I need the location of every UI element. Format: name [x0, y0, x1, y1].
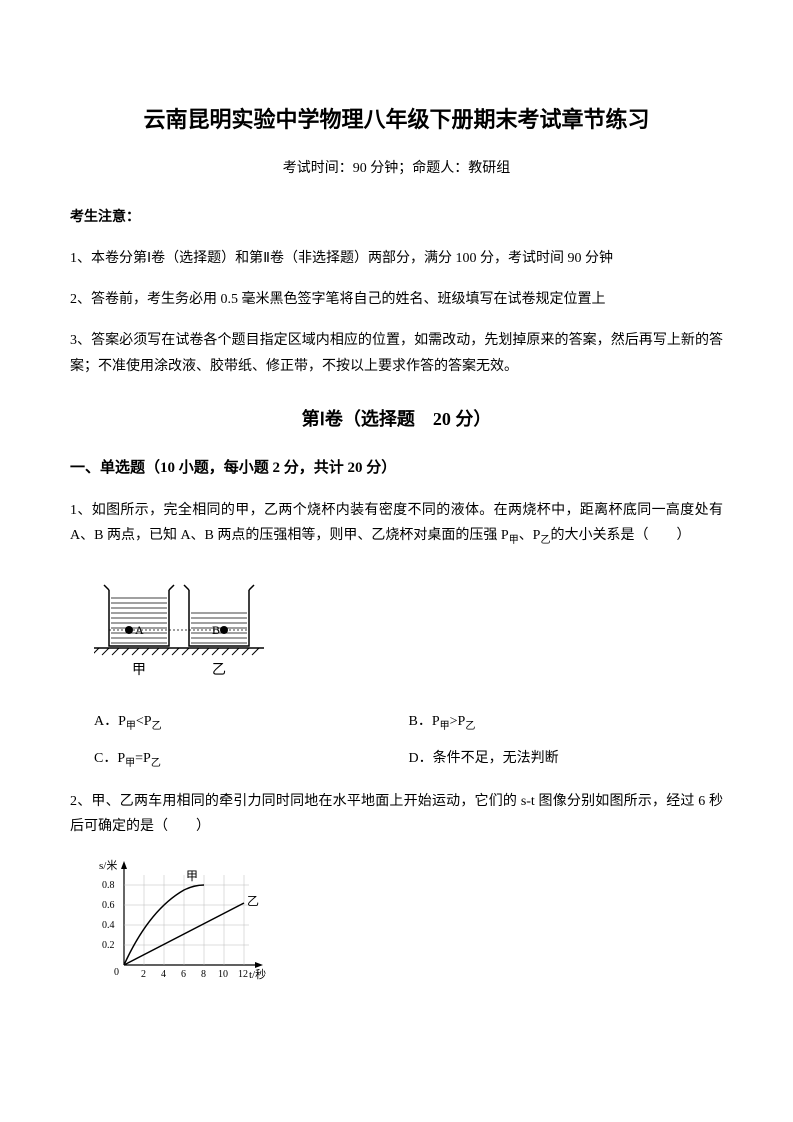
- svg-text:12: 12: [238, 969, 248, 980]
- svg-text:6: 6: [181, 969, 186, 980]
- notice-heading: 考生注意：: [70, 205, 723, 230]
- q1-text: 、P: [519, 528, 541, 543]
- q1-option-b: B．P甲>P乙: [409, 709, 724, 736]
- subsection-heading: 一、单选题（10 小题，每小题 2 分，共计 20 分）: [70, 455, 723, 482]
- question-1: 1、如图所示，完全相同的甲，乙两个烧杯内装有密度不同的液体。在两烧杯中，距离杯底…: [70, 498, 723, 550]
- q1-option-c: C．P甲=P乙: [94, 746, 409, 773]
- notice-item: 3、答案必须写在试卷各个题目指定区域内相应的位置，如需改动，先划掉原来的答案，然…: [70, 328, 723, 378]
- notice-item: 2、答卷前，考生务必用 0.5 毫米黑色签字笔将自己的姓名、班级填写在试卷规定位…: [70, 287, 723, 312]
- svg-text:0.2: 0.2: [102, 940, 115, 951]
- svg-text:0.6: 0.6: [102, 900, 115, 911]
- svg-text:0: 0: [114, 967, 119, 978]
- svg-text:s/米: s/米: [99, 859, 117, 872]
- svg-text:8: 8: [201, 969, 206, 980]
- svg-text:0.8: 0.8: [102, 880, 115, 891]
- notice-item: 1、本卷分第Ⅰ卷（选择题）和第Ⅱ卷（非选择题）两部分，满分 100 分，考试时间…: [70, 246, 723, 271]
- svg-text:甲: 甲: [186, 869, 198, 883]
- svg-text:10: 10: [218, 969, 228, 980]
- beaker-label-right: 乙: [212, 662, 226, 678]
- q1-option-a: A．P甲<P乙: [94, 709, 409, 736]
- svg-text:4: 4: [161, 969, 166, 980]
- q1-text: 的大小关系是（ ）: [550, 528, 690, 543]
- q1-sub: 乙: [540, 535, 550, 546]
- svg-text:t/秒: t/秒: [249, 967, 266, 981]
- q1-sub: 甲: [509, 535, 519, 546]
- question-2: 2、甲、乙两车用相同的牵引力同时同地在水平地面上开始运动，它们的 s-t 图像分…: [70, 789, 723, 839]
- figure-beakers: A B 甲 乙: [94, 570, 723, 689]
- svg-text:0.4: 0.4: [102, 920, 115, 931]
- figure-graph: s/米 t/秒 甲 乙 0.8 0.6 0.4 0.2 0 2 4 6 8 10…: [94, 855, 723, 994]
- q1-option-d: D．条件不足，无法判断: [409, 746, 724, 773]
- svg-text:乙: 乙: [247, 894, 259, 908]
- svg-text:2: 2: [141, 969, 146, 980]
- beaker-label-left: 甲: [132, 663, 146, 678]
- q1-options-row: C．P甲=P乙 D．条件不足，无法判断: [94, 746, 723, 773]
- exam-subtitle: 考试时间：90 分钟；命题人：教研组: [70, 156, 723, 181]
- exam-title: 云南昆明实验中学物理八年级下册期末考试章节练习: [70, 100, 723, 140]
- q1-options-row: A．P甲<P乙 B．P甲>P乙: [94, 709, 723, 736]
- section-heading: 第Ⅰ卷（选择题 20 分）: [70, 403, 723, 435]
